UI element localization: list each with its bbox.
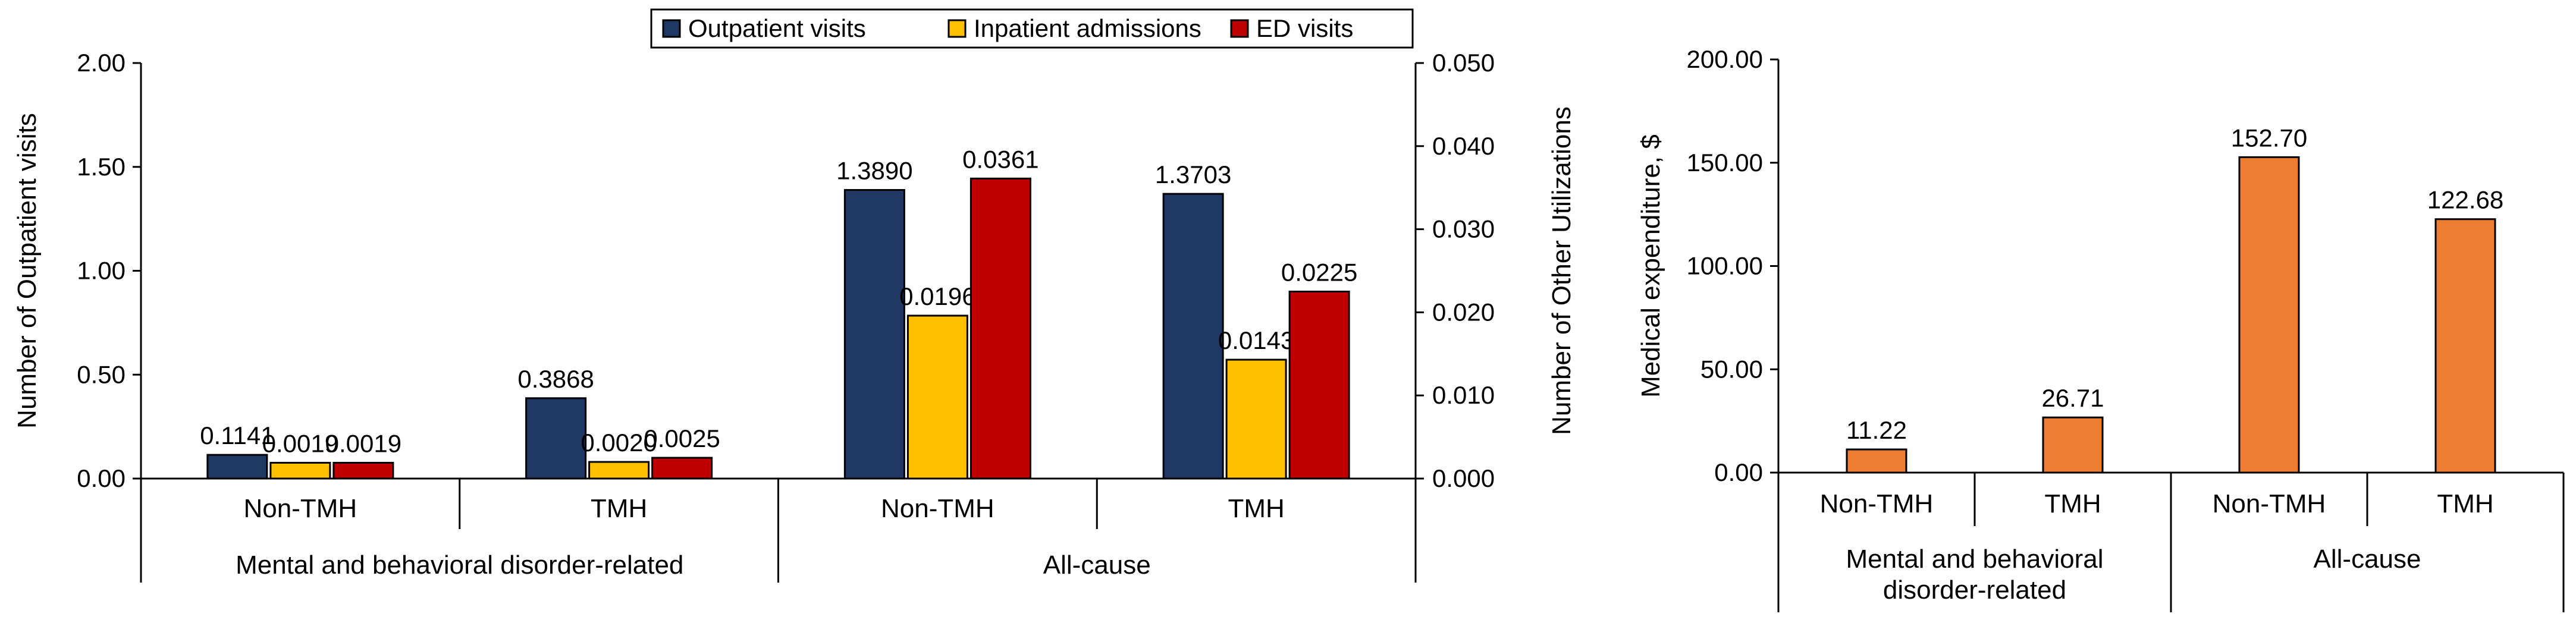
x-category-label: TMH bbox=[1228, 494, 1284, 523]
data-label: 0.1141 bbox=[200, 421, 274, 449]
left-y-tick-label: 0.50 bbox=[77, 360, 125, 388]
x-group-label: Mental and behavioral disorder-related bbox=[1846, 545, 2104, 605]
x-category-label: Non-TMH bbox=[881, 494, 994, 523]
data-label: 26.71 bbox=[2041, 384, 2104, 412]
right-y-tick-label: 0.040 bbox=[1432, 132, 1495, 160]
x-category-label: Non-TMH bbox=[244, 494, 357, 523]
utilization-chart: 0.00 0.50 1.00 1.50 2.00 0.000 0.010 0.020 0.030… bbox=[12, 8, 1576, 583]
data-label: 0.0019 bbox=[262, 429, 338, 457]
bar-medical-expenditure bbox=[1846, 448, 1907, 474]
y-axis-title: Medical expenditure, $ bbox=[1636, 134, 1665, 398]
legend-label: Outpatient visits bbox=[688, 14, 866, 42]
data-label: 0.3868 bbox=[517, 365, 594, 393]
right-y-tick-label: 0.000 bbox=[1432, 464, 1495, 492]
legend-box bbox=[650, 8, 1414, 49]
bar-outpatient-visits bbox=[206, 454, 268, 480]
legend-label: Inpatient admissions bbox=[974, 14, 1201, 42]
legend-swatch bbox=[947, 19, 967, 38]
bar-medical-expenditure bbox=[2042, 416, 2104, 474]
left-y-tick-label: 1.00 bbox=[77, 257, 125, 285]
data-label: 0.0025 bbox=[644, 424, 720, 452]
data-label: 0.0225 bbox=[1281, 258, 1357, 286]
bar-outpatient-visits bbox=[843, 189, 905, 480]
bar-medical-expenditure bbox=[2238, 156, 2300, 474]
expenditure-chart: 0.00 50.00 100.00 150.00 200.00 Medical expen… bbox=[1636, 45, 2565, 612]
x-group-label: Mental and behavioral disorder-related bbox=[236, 550, 683, 580]
legend-swatch bbox=[662, 19, 681, 38]
data-label: 0.0019 bbox=[325, 429, 401, 457]
bar-medical-expenditure bbox=[2434, 218, 2496, 474]
data-label: 0.0361 bbox=[962, 145, 1038, 173]
y-tick-label: 0.00 bbox=[1714, 458, 1763, 486]
y-tick-label: 150.00 bbox=[1687, 149, 1763, 177]
bar-outpatient-visits bbox=[525, 397, 587, 480]
bar-ed-visits bbox=[969, 177, 1031, 480]
right-y-tick-label: 0.020 bbox=[1432, 298, 1495, 326]
bar-ed-visits bbox=[332, 461, 394, 480]
x-category-label: Non-TMH bbox=[2213, 489, 2326, 518]
right-y-tick-label: 0.010 bbox=[1432, 381, 1495, 409]
x-category-label: TMH bbox=[2437, 489, 2493, 518]
y-tick-label: 50.00 bbox=[1700, 355, 1763, 383]
legend-swatch bbox=[1230, 19, 1249, 38]
legend-label: ED visits bbox=[1256, 14, 1353, 42]
bar-ed-visits bbox=[651, 457, 713, 480]
y-tick-label: 200.00 bbox=[1687, 45, 1763, 73]
data-label: 1.3703 bbox=[1155, 161, 1231, 188]
data-label: 0.0196 bbox=[899, 282, 975, 310]
left-y-tick-label: 1.50 bbox=[77, 153, 125, 181]
data-label: 152.70 bbox=[2231, 124, 2307, 152]
x-group-label: All-cause bbox=[2314, 545, 2421, 574]
left-y-tick-label: 2.00 bbox=[77, 49, 125, 77]
x-category-label: Non-TMH bbox=[1820, 489, 1934, 518]
bar-inpatient-admissions bbox=[1225, 358, 1287, 480]
x-group-label: All-cause bbox=[1043, 550, 1151, 580]
left-y-tick-label: 0.00 bbox=[77, 464, 125, 492]
bar-inpatient-admissions bbox=[906, 314, 968, 480]
x-category-label: TMH bbox=[591, 494, 647, 523]
x-category-label: TMH bbox=[2044, 489, 2101, 518]
data-label: 0.0143 bbox=[1218, 326, 1294, 354]
bar-inpatient-admissions bbox=[588, 461, 650, 480]
bar-inpatient-admissions bbox=[269, 461, 331, 480]
data-label: 122.68 bbox=[2427, 186, 2503, 214]
data-label: 0.0020 bbox=[581, 429, 657, 457]
data-label: 11.22 bbox=[1846, 416, 1907, 444]
right-y-tick-label: 0.050 bbox=[1432, 49, 1495, 77]
bar-ed-visits bbox=[1288, 290, 1350, 480]
data-label: 1.3890 bbox=[836, 157, 912, 185]
right-y-axis-title: Number of Other Utilizations bbox=[1547, 106, 1576, 435]
right-y-tick-label: 0.030 bbox=[1432, 215, 1495, 243]
bar-outpatient-visits bbox=[1162, 193, 1224, 480]
left-y-axis-title: Number of Outpatient visits bbox=[12, 113, 42, 429]
y-tick-label: 100.00 bbox=[1687, 252, 1763, 280]
